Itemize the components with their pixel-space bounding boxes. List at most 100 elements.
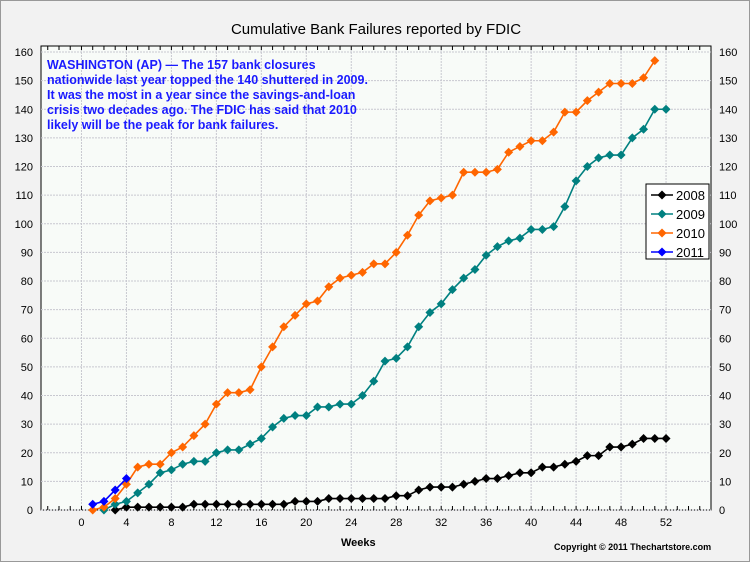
data-point-2008	[144, 502, 154, 512]
data-point-2010	[256, 362, 266, 372]
data-point-2008	[234, 499, 244, 509]
data-point-2011	[110, 485, 120, 495]
data-point-2010	[335, 273, 345, 283]
data-point-2008	[560, 459, 570, 469]
data-point-2008	[369, 494, 379, 504]
data-point-2008	[515, 468, 525, 478]
data-point-2010	[492, 164, 502, 174]
data-point-2010	[616, 78, 626, 88]
x-tick-label: 0	[78, 517, 84, 529]
data-point-2008	[571, 456, 581, 466]
y-tick-label-right: 50	[719, 362, 731, 374]
y-tick-label-right: 70	[719, 305, 731, 317]
data-point-2008	[133, 502, 143, 512]
x-tick-label: 44	[570, 517, 582, 529]
legend-marker-2011	[657, 247, 667, 257]
data-point-2010	[582, 96, 592, 106]
legend-label-2010: 2010	[676, 226, 705, 241]
data-point-2010	[211, 399, 221, 409]
data-point-2010	[560, 107, 570, 117]
y-tick-label: 150	[15, 76, 33, 88]
y-tick-label: 30	[21, 419, 33, 431]
data-point-2008	[627, 439, 637, 449]
x-tick-label: 12	[210, 517, 222, 529]
data-point-2008	[549, 462, 559, 472]
data-point-2009	[504, 236, 514, 246]
legend-label-2009: 2009	[676, 207, 705, 222]
data-point-2011	[121, 474, 131, 484]
data-point-2009	[290, 411, 300, 421]
data-point-2009	[268, 422, 278, 432]
data-point-2010	[447, 190, 457, 200]
data-point-2010	[301, 299, 311, 309]
x-tick-label: 36	[480, 517, 492, 529]
data-point-2008	[223, 499, 233, 509]
data-point-2008	[447, 482, 457, 492]
data-point-2008	[526, 468, 536, 478]
data-point-2008	[594, 451, 604, 461]
y-tick-label: 100	[15, 219, 33, 231]
y-tick-label-right: 100	[719, 219, 737, 231]
data-point-2008	[346, 494, 356, 504]
data-point-2009	[571, 176, 581, 186]
data-point-2009	[380, 356, 390, 366]
data-point-2010	[549, 127, 559, 137]
legend-label-2008: 2008	[676, 188, 705, 203]
data-point-2009	[492, 242, 502, 252]
data-point-2009	[234, 445, 244, 455]
data-point-2009	[470, 265, 480, 275]
legend-marker-2009	[657, 209, 667, 219]
data-point-2010	[470, 167, 480, 177]
x-tick-label: 32	[435, 517, 447, 529]
data-point-2009	[155, 468, 165, 478]
data-point-2010	[605, 78, 615, 88]
copyright: Copyright © 2011 Thechartstore.com	[554, 542, 712, 552]
data-point-2010	[571, 107, 581, 117]
data-point-2008	[380, 494, 390, 504]
data-point-2010	[414, 210, 424, 220]
data-point-2010	[121, 479, 131, 489]
data-point-2008	[110, 505, 120, 515]
y-tick-label-right: 150	[719, 76, 737, 88]
y-tick-label: 20	[21, 448, 33, 460]
x-axis-label: Weeks	[341, 537, 376, 549]
x-tick-label: 20	[300, 517, 312, 529]
y-tick-label-right: 80	[719, 276, 731, 288]
data-point-2009	[594, 153, 604, 163]
data-point-2010	[391, 247, 401, 257]
data-point-2009	[166, 465, 176, 475]
data-point-2010	[234, 388, 244, 398]
data-point-2008	[616, 442, 626, 452]
data-point-2008	[459, 479, 469, 489]
y-tick-label-right: 30	[719, 419, 731, 431]
data-point-2009	[369, 376, 379, 386]
data-point-2009	[324, 402, 334, 412]
data-point-2008	[414, 485, 424, 495]
data-point-2009	[549, 222, 559, 232]
data-point-2010	[99, 502, 109, 512]
y-tick-label: 50	[21, 362, 33, 374]
x-tick-label: 48	[615, 517, 627, 529]
y-tick-label: 90	[21, 247, 33, 259]
data-point-2008	[661, 433, 671, 443]
data-point-2010	[402, 230, 412, 240]
data-point-2008	[335, 494, 345, 504]
data-point-2008	[582, 451, 592, 461]
data-point-2009	[391, 353, 401, 363]
data-point-2009	[335, 399, 345, 409]
series-line-2011	[92, 477, 128, 506]
y-tick-label: 80	[21, 276, 33, 288]
data-point-2009	[459, 273, 469, 283]
data-point-2010	[481, 167, 491, 177]
data-point-2009	[189, 456, 199, 466]
data-point-2008	[650, 433, 660, 443]
y-tick-label-right: 140	[719, 104, 737, 116]
data-point-2010	[166, 448, 176, 458]
annotation-text: WASHINGTON (AP) — The 157 bank closures …	[47, 58, 368, 132]
data-point-2008	[470, 476, 480, 486]
data-point-2009	[313, 402, 323, 412]
data-point-2009	[110, 499, 120, 509]
y-tick-label-right: 10	[719, 476, 731, 488]
data-point-2011	[99, 496, 109, 506]
